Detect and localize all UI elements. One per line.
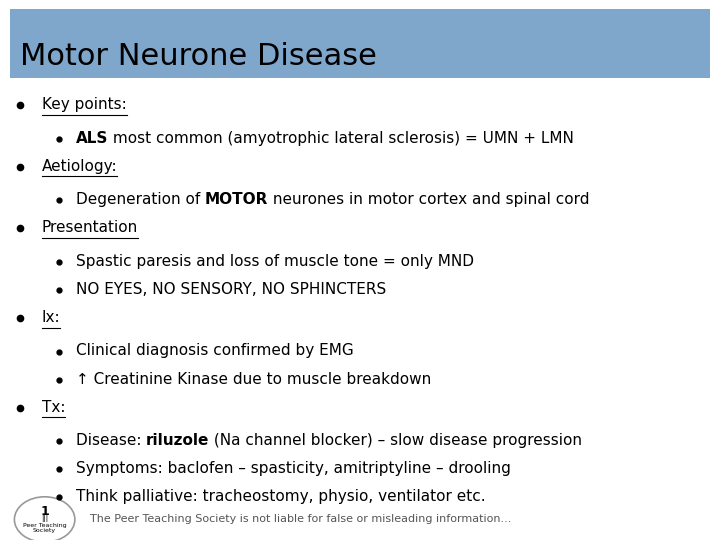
Text: 1: 1 — [40, 505, 49, 518]
Text: riluzole: riluzole — [146, 433, 210, 448]
Text: |||: ||| — [41, 515, 48, 522]
Text: (Na channel blocker) – slow disease progression: (Na channel blocker) – slow disease prog… — [210, 433, 582, 448]
FancyBboxPatch shape — [10, 9, 710, 78]
Text: Clinical diagnosis confirmed by EMG: Clinical diagnosis confirmed by EMG — [76, 343, 354, 359]
Text: Peer Teaching: Peer Teaching — [23, 523, 66, 528]
Text: Degeneration of: Degeneration of — [76, 192, 204, 207]
Text: Disease:: Disease: — [76, 433, 146, 448]
Text: Motor Neurone Disease: Motor Neurone Disease — [20, 42, 377, 71]
Text: Think palliative: tracheostomy, physio, ventilator etc.: Think palliative: tracheostomy, physio, … — [76, 489, 485, 504]
Text: Spastic paresis and loss of muscle tone = only MND: Spastic paresis and loss of muscle tone … — [76, 254, 474, 269]
Text: Tx:: Tx: — [42, 400, 66, 415]
Text: Symptoms: baclofen – spasticity, amitriptyline – drooling: Symptoms: baclofen – spasticity, amitrip… — [76, 461, 510, 476]
Text: ↑ Creatinine Kinase due to muscle breakdown: ↑ Creatinine Kinase due to muscle breakd… — [76, 372, 431, 387]
Text: Key points:: Key points: — [42, 97, 127, 112]
Text: NO EYES, NO SENSORY, NO SPHINCTERS: NO EYES, NO SENSORY, NO SPHINCTERS — [76, 282, 386, 297]
Text: neurones in motor cortex and spinal cord: neurones in motor cortex and spinal cord — [268, 192, 590, 207]
Text: Ix:: Ix: — [42, 310, 60, 325]
Text: most common (amyotrophic lateral sclerosis) = UMN + LMN: most common (amyotrophic lateral scleros… — [108, 131, 574, 146]
Text: Society: Society — [33, 528, 56, 534]
Text: Aetiology:: Aetiology: — [42, 159, 117, 174]
Text: ALS: ALS — [76, 131, 108, 146]
Text: The Peer Teaching Society is not liable for false or misleading information...: The Peer Teaching Society is not liable … — [90, 515, 511, 524]
Text: MOTOR: MOTOR — [204, 192, 268, 207]
Text: Presentation: Presentation — [42, 220, 138, 235]
